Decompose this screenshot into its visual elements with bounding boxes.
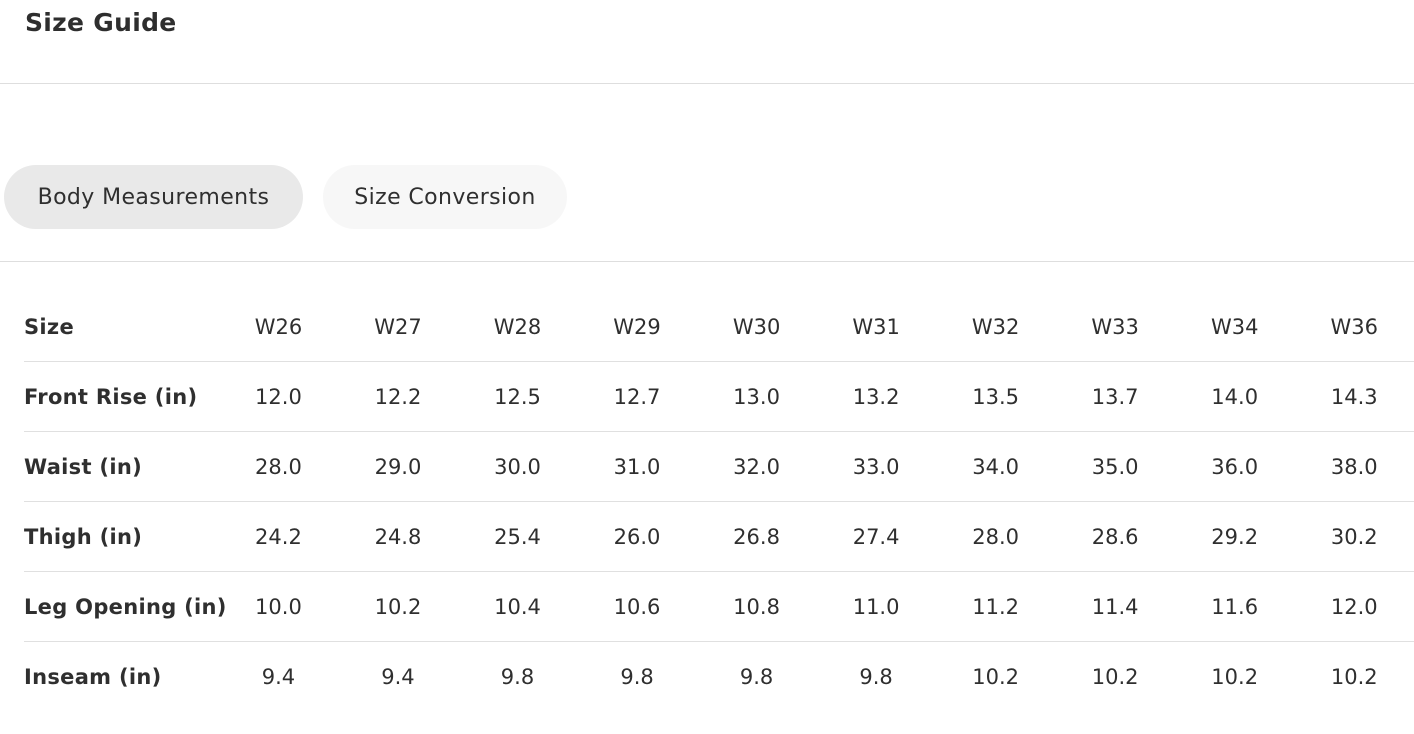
size-header-cell: W30 — [732, 314, 781, 339]
size-header-cell: W32 — [971, 314, 1020, 339]
table-cell: 28.0 — [972, 524, 1019, 549]
table-cell: 11.6 — [1211, 594, 1259, 619]
table-cell: 13.5 — [972, 384, 1019, 409]
size-header-cell: W27 — [374, 314, 422, 339]
table-cell: 32.0 — [733, 454, 780, 479]
table-cell: 10.6 — [613, 594, 661, 619]
table-cell: 30.0 — [494, 454, 541, 479]
table-row: Inseam (in) 9.4 9.4 9.8 9.8 9.8 9.8 10.2… — [24, 642, 1414, 712]
table-row: Thigh (in) 24.2 24.8 25.4 26.0 26.8 27.4… — [24, 502, 1414, 572]
table-cell: 34.0 — [972, 454, 1019, 479]
table-cell: 14.3 — [1330, 384, 1378, 409]
table-row: Waist (in) 28.0 29.0 30.0 31.0 32.0 33.0… — [24, 432, 1414, 502]
tabs-divider — [0, 261, 1414, 262]
row-label: Leg Opening (in) — [24, 594, 227, 619]
table-header-row: Size W26 W27 W28 W29 W30 W31 W32 W33 W34… — [24, 292, 1414, 362]
size-header-cell: W33 — [1091, 314, 1139, 339]
size-header-cell: W28 — [493, 314, 542, 339]
row-label: Size — [24, 314, 74, 339]
table-cell: 9.8 — [500, 664, 535, 689]
table-cell: 10.2 — [972, 664, 1019, 689]
table-cell: 35.0 — [1091, 454, 1139, 479]
header-divider — [0, 83, 1414, 84]
size-header-cell: W29 — [613, 314, 661, 339]
size-table: Size W26 W27 W28 W29 W30 W31 W32 W33 W34… — [24, 292, 1414, 711]
size-header-cell: W26 — [254, 314, 303, 339]
table-cell: 10.2 — [1211, 664, 1259, 689]
table-cell: 10.2 — [1091, 664, 1139, 689]
row-label: Front Rise (in) — [24, 384, 198, 409]
table-cell: 36.0 — [1211, 454, 1259, 479]
table-cell: 11.4 — [1091, 594, 1139, 619]
table-cell: 14.0 — [1211, 384, 1259, 409]
table-cell: 10.0 — [255, 594, 302, 619]
table-cell: 9.4 — [381, 664, 415, 689]
tab-size-conversion[interactable]: Size Conversion — [323, 165, 567, 229]
table-cell: 24.2 — [255, 524, 302, 549]
row-label: Waist (in) — [24, 454, 142, 479]
table-cell: 38.0 — [1330, 454, 1378, 479]
table-cell: 13.2 — [852, 384, 900, 409]
table-row: Front Rise (in) 12.0 12.2 12.5 12.7 13.0… — [24, 362, 1414, 432]
table-cell: 9.8 — [739, 664, 774, 689]
table-cell: 9.8 — [859, 664, 893, 689]
size-header-cell: W31 — [852, 314, 900, 339]
table-cell: 30.2 — [1330, 524, 1378, 549]
table-cell: 11.2 — [972, 594, 1019, 619]
table-cell: 26.0 — [613, 524, 661, 549]
row-label: Inseam (in) — [24, 664, 162, 689]
table-cell: 12.2 — [374, 384, 422, 409]
page-title: Size Guide — [25, 8, 177, 37]
table-cell: 13.7 — [1091, 384, 1139, 409]
table-cell: 29.0 — [374, 454, 422, 479]
table-cell: 25.4 — [494, 524, 541, 549]
row-label: Thigh (in) — [24, 524, 143, 549]
tab-body-measurements[interactable]: Body Measurements — [4, 165, 303, 229]
table-cell: 10.2 — [374, 594, 422, 619]
table-row: Leg Opening (in) 10.0 10.2 10.4 10.6 10.… — [24, 572, 1414, 642]
table-cell: 9.8 — [620, 664, 654, 689]
size-header-cell: W34 — [1210, 314, 1259, 339]
table-cell: 10.8 — [733, 594, 780, 619]
size-header-cell: W36 — [1330, 314, 1378, 339]
table-cell: 10.4 — [494, 594, 541, 619]
table-cell: 12.7 — [613, 384, 661, 409]
table-cell: 12.0 — [255, 384, 302, 409]
table-cell: 12.5 — [494, 384, 541, 409]
tab-bar: Body Measurements Size Conversion — [4, 165, 567, 229]
table-cell: 10.2 — [1330, 664, 1378, 689]
table-cell: 11.0 — [852, 594, 900, 619]
table-cell: 33.0 — [852, 454, 900, 479]
table-cell: 9.4 — [261, 664, 296, 689]
table-cell: 28.0 — [255, 454, 302, 479]
table-cell: 26.8 — [733, 524, 780, 549]
table-cell: 13.0 — [733, 384, 780, 409]
table-cell: 31.0 — [613, 454, 661, 479]
table-cell: 24.8 — [374, 524, 422, 549]
table-cell: 27.4 — [852, 524, 900, 549]
table-cell: 12.0 — [1330, 594, 1378, 619]
table-cell: 28.6 — [1091, 524, 1139, 549]
table-cell: 29.2 — [1211, 524, 1259, 549]
